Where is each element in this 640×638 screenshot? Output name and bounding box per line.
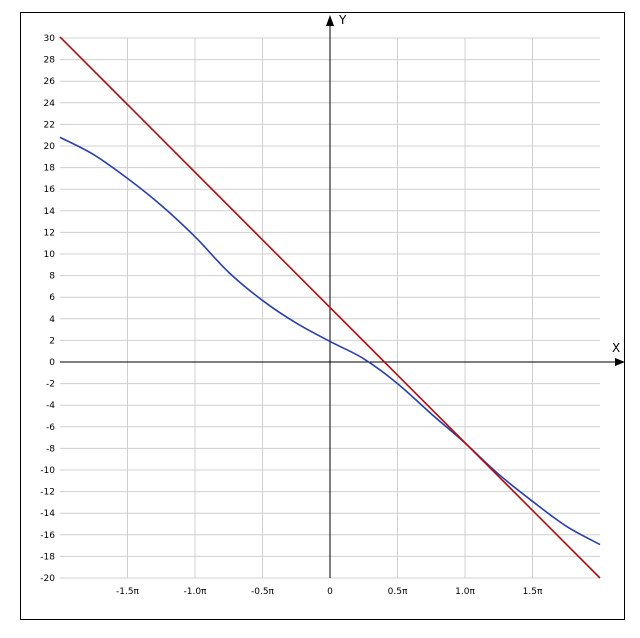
x-tick-label: -0.5π	[251, 587, 275, 597]
y-axis-arrow	[326, 15, 334, 26]
y-tick-label: -18	[40, 552, 55, 562]
y-tick-label: -20	[40, 574, 55, 584]
x-tick-label: -1.0π	[184, 587, 208, 597]
y-tick-label: 28	[44, 56, 56, 66]
y-tick-label: 4	[49, 315, 55, 325]
x-tick-label: 1.5π	[523, 587, 543, 597]
y-tick-label: 2	[49, 336, 55, 346]
y-tick-label: 30	[44, 34, 56, 44]
curve-series-line	[59, 136, 601, 546]
y-tick-label: -2	[46, 380, 55, 390]
y-tick-label: 26	[44, 77, 56, 87]
tick-labels: -20-18-16-14-12-10-8-6-4-202468101214161…	[40, 34, 543, 597]
y-tick-label: 6	[49, 293, 55, 303]
y-tick-label: -4	[46, 401, 55, 411]
y-tick-label: -10	[40, 466, 55, 476]
chart-frame	[20, 12, 625, 620]
y-tick-label: 0	[49, 358, 55, 368]
x-tick-label: 0.5π	[388, 587, 408, 597]
axis-layer	[60, 15, 625, 578]
y-tick-label: 8	[49, 272, 55, 282]
x-axis-arrow	[615, 358, 625, 366]
y-tick-label: -14	[40, 509, 55, 519]
y-tick-label: -16	[40, 531, 55, 541]
y-tick-label: 10	[44, 250, 56, 260]
x-tick-label: -1.5π	[116, 587, 140, 597]
y-tick-label: -6	[46, 423, 55, 433]
y-tick-label: 18	[44, 164, 56, 174]
y-tick-label: -12	[40, 488, 55, 498]
straight-series-line	[59, 36, 601, 579]
x-tick-label: 0	[327, 587, 333, 597]
x-tick-label: 1.0π	[455, 587, 475, 597]
y-tick-label: 16	[44, 185, 56, 195]
x-axis-label: X	[612, 341, 620, 355]
y-tick-label: 24	[44, 99, 56, 109]
y-tick-label: 14	[44, 207, 56, 217]
y-tick-label: 20	[44, 142, 56, 152]
y-tick-label: 12	[44, 228, 55, 238]
y-axis-label: Y	[338, 13, 347, 27]
y-tick-label: 22	[44, 120, 55, 130]
series-layer	[59, 36, 601, 579]
y-tick-label: -8	[46, 444, 55, 454]
